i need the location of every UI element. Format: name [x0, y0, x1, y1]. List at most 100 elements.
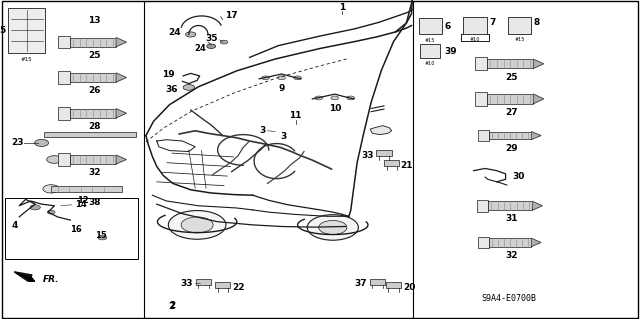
Bar — [70, 109, 116, 118]
Bar — [508, 17, 531, 34]
Bar — [376, 150, 392, 156]
Text: 33: 33 — [180, 279, 193, 288]
Polygon shape — [531, 238, 541, 247]
Text: 20: 20 — [403, 283, 415, 292]
Bar — [420, 44, 440, 58]
Bar — [70, 155, 116, 164]
Text: 14: 14 — [76, 200, 87, 209]
Text: 6: 6 — [444, 22, 451, 31]
Text: #10: #10 — [425, 61, 435, 66]
Bar — [70, 38, 116, 47]
Text: #10: #10 — [470, 37, 480, 42]
Text: 22: 22 — [232, 283, 245, 292]
Text: 25: 25 — [506, 73, 518, 82]
Circle shape — [477, 95, 493, 103]
Polygon shape — [531, 132, 541, 139]
Bar — [476, 57, 487, 70]
Bar — [58, 107, 70, 120]
Circle shape — [315, 96, 323, 100]
Text: 3: 3 — [259, 126, 266, 135]
Text: 5: 5 — [0, 26, 5, 35]
Text: 2: 2 — [168, 302, 175, 311]
Circle shape — [220, 40, 228, 44]
Bar — [51, 186, 122, 192]
Circle shape — [347, 96, 355, 100]
Text: 16: 16 — [70, 225, 82, 234]
Circle shape — [168, 211, 226, 239]
Circle shape — [98, 235, 107, 240]
Circle shape — [262, 76, 269, 80]
Text: 9: 9 — [278, 84, 285, 93]
Polygon shape — [370, 126, 392, 135]
Bar — [489, 238, 531, 247]
Polygon shape — [116, 38, 126, 47]
Text: #15: #15 — [425, 38, 435, 43]
Text: 11: 11 — [289, 111, 302, 120]
Bar — [487, 94, 533, 104]
Circle shape — [47, 156, 62, 163]
Text: 24: 24 — [195, 44, 206, 53]
Bar — [58, 36, 70, 48]
Polygon shape — [14, 272, 32, 281]
Bar — [370, 279, 385, 285]
Bar — [70, 73, 116, 82]
Text: 13: 13 — [88, 16, 101, 25]
Bar — [479, 130, 489, 141]
Bar — [44, 132, 136, 137]
Circle shape — [43, 185, 60, 193]
Bar — [477, 200, 488, 212]
Bar — [5, 198, 138, 259]
Circle shape — [331, 96, 339, 100]
Text: 32: 32 — [506, 251, 518, 260]
Bar — [58, 71, 70, 84]
Circle shape — [181, 217, 213, 233]
Polygon shape — [533, 94, 543, 104]
Bar — [476, 92, 487, 106]
Text: 28: 28 — [88, 122, 101, 131]
Bar — [215, 282, 230, 288]
Circle shape — [307, 215, 358, 240]
Text: 4: 4 — [12, 221, 18, 230]
Text: 35: 35 — [205, 34, 218, 43]
Text: 36: 36 — [165, 85, 178, 94]
Polygon shape — [116, 155, 126, 164]
Text: #15: #15 — [515, 37, 525, 42]
Circle shape — [207, 44, 216, 48]
Text: 39: 39 — [445, 47, 458, 56]
Bar — [419, 18, 442, 34]
Polygon shape — [116, 109, 126, 118]
Polygon shape — [116, 73, 126, 82]
Bar — [479, 237, 489, 248]
Text: 17: 17 — [225, 11, 238, 20]
Text: 7: 7 — [490, 18, 496, 27]
Text: 12: 12 — [77, 196, 89, 205]
Text: 37: 37 — [355, 279, 367, 288]
Text: 15: 15 — [95, 231, 106, 240]
Text: 1: 1 — [339, 3, 346, 11]
Text: FR.: FR. — [43, 275, 60, 284]
Circle shape — [47, 210, 55, 214]
Text: 19: 19 — [162, 70, 175, 78]
Circle shape — [319, 220, 347, 234]
Text: 26: 26 — [88, 86, 101, 95]
Text: 31: 31 — [506, 214, 518, 223]
Bar — [488, 201, 532, 210]
Text: #15: #15 — [21, 57, 33, 63]
Polygon shape — [532, 201, 542, 210]
Bar — [384, 160, 399, 166]
Circle shape — [183, 85, 195, 90]
Bar — [386, 282, 401, 288]
Text: 10: 10 — [328, 104, 341, 113]
Text: 23: 23 — [11, 138, 24, 147]
Text: 25: 25 — [88, 51, 101, 60]
Text: 21: 21 — [400, 161, 413, 170]
Bar — [489, 132, 531, 139]
Text: 27: 27 — [506, 108, 518, 117]
Text: 8: 8 — [534, 18, 540, 27]
Bar — [196, 279, 211, 285]
Polygon shape — [533, 59, 543, 68]
Bar — [8, 8, 45, 53]
Text: 3: 3 — [280, 132, 287, 141]
Text: 2: 2 — [170, 301, 176, 310]
Text: 32: 32 — [88, 168, 101, 177]
